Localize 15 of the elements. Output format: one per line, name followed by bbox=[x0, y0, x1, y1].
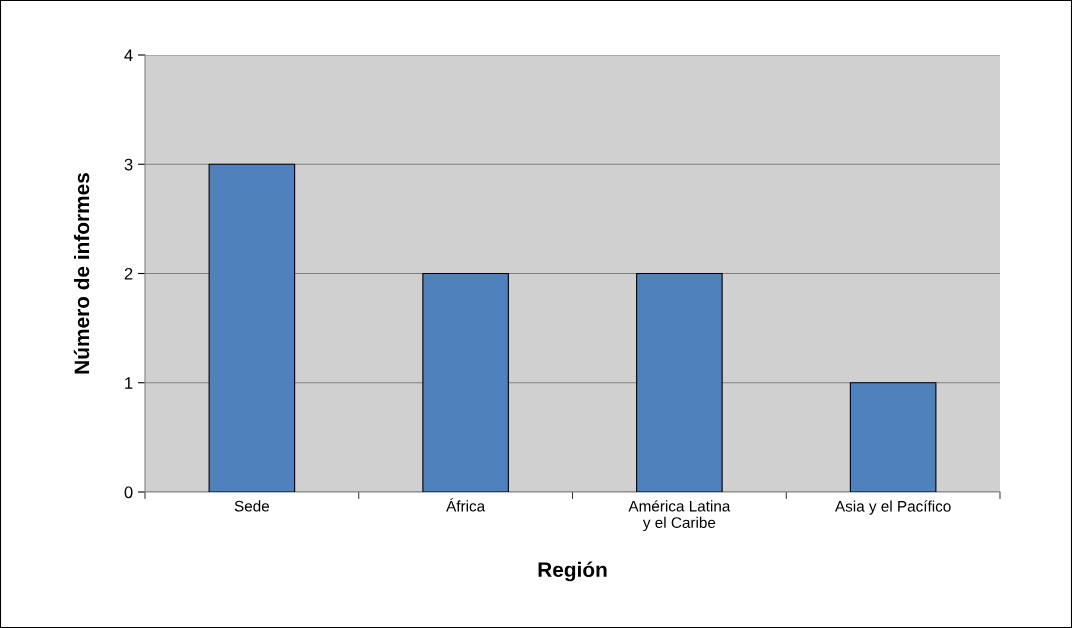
bar bbox=[422, 272, 509, 492]
y-tick-label: 3 bbox=[124, 158, 133, 171]
y-tick-label: 0 bbox=[124, 486, 133, 499]
bar bbox=[208, 163, 296, 492]
x-tick-label: Asia y el Pacífico bbox=[834, 500, 951, 515]
y-axis-title: Número de informes bbox=[73, 173, 90, 374]
x-tick-label: Sede bbox=[234, 500, 270, 512]
bar bbox=[636, 272, 723, 492]
x-axis-title: Región bbox=[538, 561, 607, 582]
bar bbox=[849, 382, 937, 492]
y-tick-label: 4 bbox=[124, 49, 133, 62]
y-tick-label: 1 bbox=[125, 377, 133, 389]
x-tick-label: América Latina y el Caribe bbox=[628, 500, 731, 532]
x-tick-label: África bbox=[446, 498, 486, 512]
y-tick-label: 2 bbox=[124, 267, 133, 280]
